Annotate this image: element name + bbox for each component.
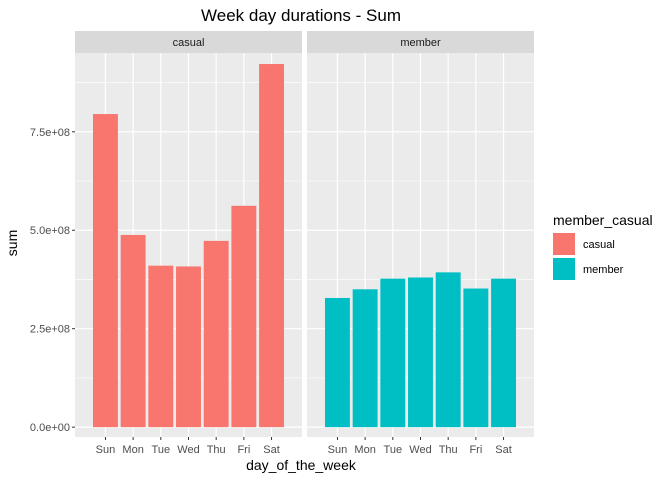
facet-strip (307, 31, 534, 53)
x-tick-label: Fri (237, 444, 250, 456)
facet-strip-label: casual (173, 37, 205, 49)
bar-casual-thu (203, 240, 229, 428)
y-tick-label: 7.5e+08 (30, 127, 70, 139)
y-tick-label: 5.0e+08 (30, 225, 70, 237)
bar-casual-mon (120, 234, 146, 428)
bar-casual-sun (92, 114, 118, 428)
x-tick-label: Wed (177, 444, 199, 456)
x-tick-label: Sun (96, 444, 116, 456)
facet-strip-label: member (400, 37, 441, 49)
y-axis-title: sum (4, 230, 20, 256)
legend-key-casual (553, 233, 575, 255)
bar-casual-tue (148, 265, 174, 428)
x-tick-label: Tue (384, 444, 403, 456)
bar-member-wed (408, 277, 433, 428)
legend-label-casual: casual (583, 239, 615, 251)
bar-member-thu (435, 272, 461, 428)
legend-key-member (553, 258, 575, 280)
bar-casual-sat (259, 64, 285, 428)
y-axis: 0.0e+00 2.5e+08 5.0e+08 7.5e+08 (30, 127, 75, 434)
facet-strip (75, 31, 302, 53)
bar-member-sat (491, 278, 517, 428)
x-tick-label: Mon (122, 444, 143, 456)
x-tick-label: Tue (152, 444, 171, 456)
bar-member-fri (463, 288, 489, 428)
x-tick-label: Fri (469, 444, 482, 456)
y-tick-label: 0.0e+00 (30, 422, 70, 434)
panel-casual: casual Sun Mon Tue Wed Thu Fri Sat (75, 31, 302, 456)
panels: casual Sun Mon Tue Wed Thu Fri Sat member Sun Mon T… (75, 31, 534, 456)
bar-member-sun (324, 297, 350, 428)
bar-member-tue (380, 278, 406, 428)
x-tick-label: Wed (409, 444, 431, 456)
x-tick-label: Sun (328, 444, 348, 456)
bar-casual-wed (176, 266, 201, 428)
x-tick-label: Mon (354, 444, 375, 456)
x-tick-label: Sat (263, 444, 280, 456)
x-tick-label: Sat (495, 444, 512, 456)
x-tick-label: Thu (439, 444, 458, 456)
panel-member: member Sun Mon Tue Wed Thu Fri Sat (307, 31, 534, 456)
x-axis-title: day_of_the_week (246, 457, 357, 473)
x-tick-label: Thu (207, 444, 226, 456)
bar-member-mon (352, 289, 378, 428)
legend-label-member: member (583, 264, 624, 276)
y-tick-label: 2.5e+08 (30, 324, 70, 336)
legend-title: member_casual (553, 212, 653, 228)
bar-casual-fri (231, 205, 257, 428)
chart-title: Week day durations - Sum (201, 6, 401, 25)
legend: member_casual casual member (553, 212, 653, 280)
